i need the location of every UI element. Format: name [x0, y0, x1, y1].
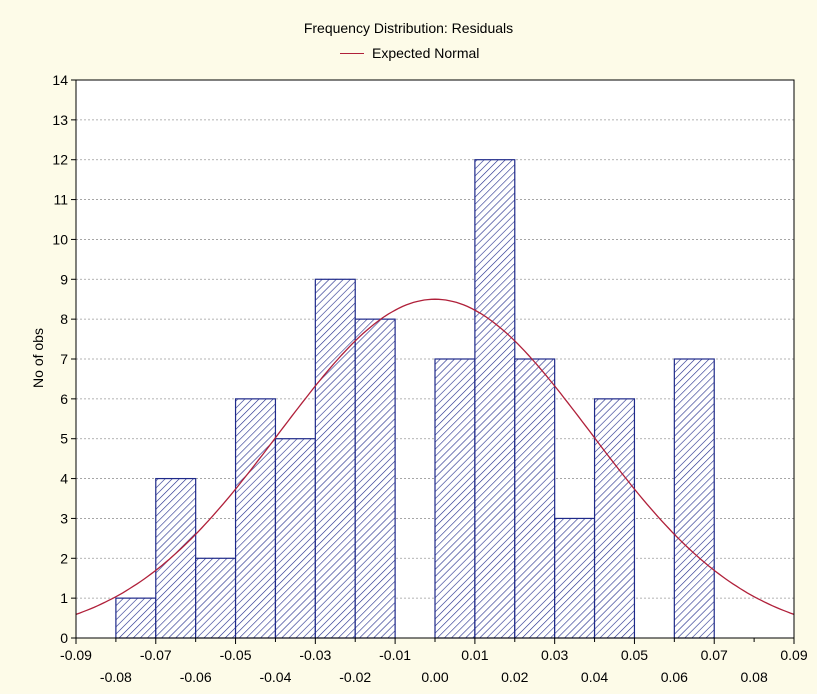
x-tick-label: 0.09: [780, 647, 807, 663]
x-tick-label: 0.00: [421, 669, 448, 685]
y-tick-label: 11: [53, 192, 68, 208]
y-tick-label: 7: [60, 351, 68, 367]
x-tick-label: 0.04: [581, 669, 608, 685]
histogram-bar: [593, 398, 636, 639]
y-tick-label: 9: [60, 271, 68, 287]
y-tick-label: 3: [60, 510, 68, 526]
y-tick-label: 13: [52, 112, 68, 128]
x-tick-label: -0.04: [259, 669, 291, 685]
x-tick-label: -0.06: [180, 669, 212, 685]
histogram-bar: [434, 358, 476, 639]
bars: [115, 159, 715, 639]
x-tick-label: -0.07: [140, 647, 172, 663]
x-axis-ticks: -0.09 -0.07 -0.05 -0.03 -0.01 0.01 0.03 0.05 0.0…: [60, 638, 808, 685]
histogram-bar: [155, 477, 197, 639]
y-tick-label: 8: [60, 311, 68, 327]
x-tick-label: -0.01: [379, 647, 411, 663]
histogram-bar: [673, 358, 715, 639]
x-tick-label: 0.07: [701, 647, 728, 663]
y-tick-label: 14: [52, 72, 68, 88]
histogram-bar: [115, 597, 157, 639]
histogram-bar: [514, 358, 556, 639]
x-tick-label: 0.01: [461, 647, 488, 663]
x-tick-label: -0.05: [220, 647, 252, 663]
histogram-bar: [234, 398, 277, 639]
x-tick-label: 0.08: [740, 669, 767, 685]
legend-label-expected-normal: Expected Normal: [372, 45, 480, 61]
histogram-bar: [354, 318, 396, 639]
x-tick-label: 0.05: [621, 647, 648, 663]
histogram-bar: [195, 557, 237, 639]
y-tick-label: 6: [60, 391, 68, 407]
legend: Expected Normal: [340, 45, 479, 61]
y-tick-label: 2: [60, 550, 68, 566]
expected-normal-curve: [75, 298, 795, 616]
x-tick-label: -0.09: [60, 647, 92, 663]
y-tick-label: 0: [60, 630, 68, 646]
x-tick-label: -0.02: [339, 669, 371, 685]
histogram-bar: [554, 517, 596, 639]
y-tick-label: 10: [52, 231, 68, 247]
y-tick-label: 12: [52, 152, 68, 168]
x-tick-label: -0.03: [299, 647, 331, 663]
x-tick-label: -0.08: [100, 669, 132, 685]
histogram-bar: [314, 278, 356, 639]
x-tick-label: 0.02: [501, 669, 528, 685]
chart-title: Frequency Distribution: Residuals: [303, 20, 514, 36]
legend-swatch-expected-normal: [340, 52, 364, 54]
y-tick-label: 5: [60, 431, 68, 447]
y-tick-label: 4: [60, 471, 68, 487]
y-tick-label: 1: [60, 590, 68, 606]
histogram-bar: [274, 438, 316, 639]
histogram-bar: [474, 159, 516, 639]
x-tick-label: 0.03: [541, 647, 568, 663]
x-tick-label: 0.06: [661, 669, 688, 685]
